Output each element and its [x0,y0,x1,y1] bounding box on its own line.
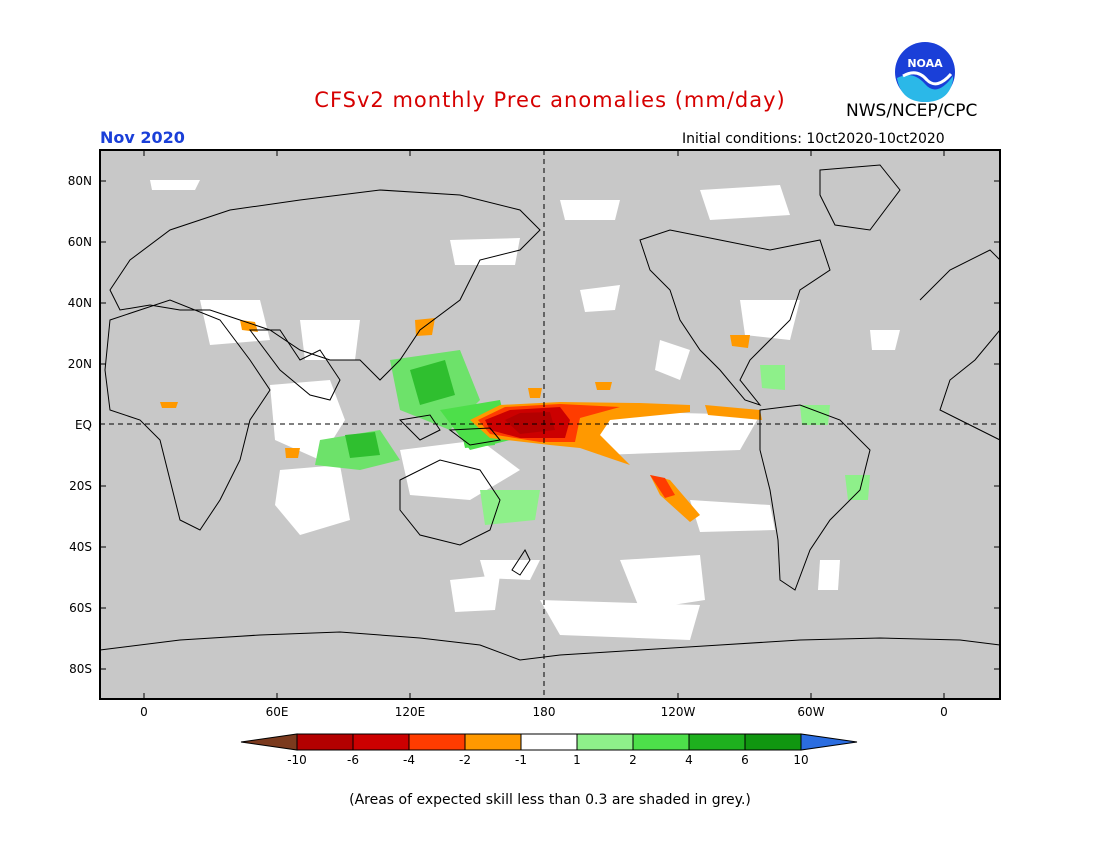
colorbar-label: -4 [403,753,415,767]
skill-footnote: (Areas of expected skill less than 0.3 a… [349,792,751,808]
colorbar-label: 4 [685,753,693,767]
lat-label: 80S [69,662,92,676]
initial-conditions: Initial conditions: 10ct2020-10ct2020 [682,131,945,147]
lat-label: 40N [68,296,92,310]
lon-label: 180 [533,705,556,719]
lat-label: 80N [68,174,92,188]
colorbar-swatch [352,733,410,751]
white-skill-areas [150,180,900,640]
colorbar-label: 1 [573,753,581,767]
lat-label: 20N [68,357,92,371]
negative-anomaly-areas [160,318,762,522]
colorbar-swatch [576,733,634,751]
colorbar-swatch [296,733,354,751]
color-bar: -10 -6 -4 -2 -1 1 2 4 6 10 [240,733,858,767]
organization-label: NWS/NCEP/CPC [846,101,978,121]
lon-label: 60E [266,705,289,719]
lat-label: 40S [69,540,92,554]
lon-label: 120W [661,705,696,719]
lon-label: 60W [797,705,824,719]
colorbar-swatch [520,733,578,751]
forecast-month: Nov 2020 [100,128,185,147]
colorbar-label: -10 [287,753,307,767]
lat-label: 20S [69,479,92,493]
colorbar-swatch [688,733,746,751]
noaa-logo: NOAA [895,42,955,102]
lon-label: 0 [940,705,948,719]
colorbar-label: 6 [741,753,749,767]
longitude-axis: 0 60E 120E 180 120W 60W 0 [140,705,948,719]
map-frame [99,149,1001,700]
coastlines [99,164,1001,661]
colorbar-arrow-high [800,733,858,751]
colorbar-swatch [744,733,802,751]
lat-label: 60N [68,235,92,249]
colorbar-label: -6 [347,753,359,767]
colorbar-swatch [464,733,522,751]
colorbar-label: 2 [629,753,637,767]
lat-label: EQ [75,418,92,432]
colorbar-arrow-low [240,733,298,751]
chart-title: CFSv2 monthly Prec anomalies (mm/day) [314,88,786,112]
lon-label: 120E [395,705,426,719]
colorbar-label: 10 [793,753,808,767]
lon-label: 0 [140,705,148,719]
lat-label: 60S [69,601,92,615]
logo-text: NOAA [907,57,943,70]
latitude-axis: 80N 60N 40N 20N EQ 20S 40S 60S 80S [68,174,92,676]
colorbar-swatch [408,733,466,751]
colorbar-label: -2 [459,753,471,767]
colorbar-swatch [632,733,690,751]
colorbar-label: -1 [515,753,527,767]
